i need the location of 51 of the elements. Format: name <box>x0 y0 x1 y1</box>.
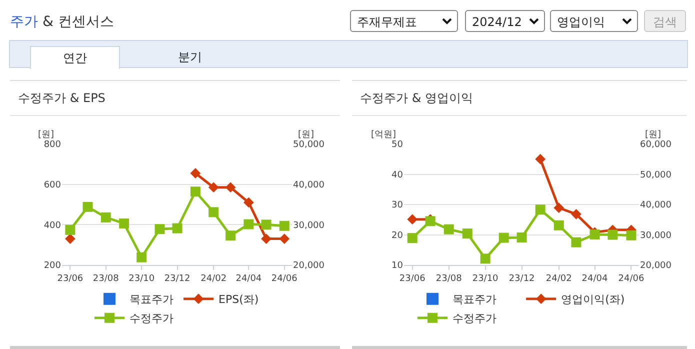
text: 영업이익 <box>557 15 605 29</box>
text: 연간 <box>30 46 120 69</box>
legend-label: 영업이익(좌) <box>561 293 625 306</box>
y2-tick-label: 20,000 <box>293 261 325 272</box>
y-tick-label: 10 <box>392 261 404 272</box>
x-tick-label: 23/12 <box>508 274 535 284</box>
text: 주재무제표 <box>357 15 417 29</box>
x-tick-label: 24/04 <box>236 274 262 284</box>
y2-tick-label: 50,000 <box>640 170 672 180</box>
x-tick-label: 24/04 <box>582 274 608 284</box>
x-tick-label: 24/02 <box>200 274 227 284</box>
y2-axis-title: [원] <box>645 130 662 140</box>
x-tick-label: 23/10 <box>128 274 155 284</box>
y-tick-label: 600 <box>44 180 62 190</box>
y2-tick-label: 20,000 <box>640 261 672 272</box>
x-tick-label: 23/08 <box>92 274 120 284</box>
x-tick-label: 24/02 <box>546 274 572 284</box>
text: 검색 <box>644 10 686 32</box>
y-tick-label: 400 <box>44 220 62 231</box>
y-tick-label: 40 <box>392 170 404 180</box>
chart-title: 수정주가 & EPS <box>10 81 340 116</box>
legend-label: 수정주가 <box>452 312 496 326</box>
x-tick-label: 23/06 <box>57 274 84 284</box>
legend-label: 수정주가 <box>130 312 174 326</box>
legend-label: EPS(좌) <box>218 293 259 306</box>
y2-tick-label: 30,000 <box>640 230 672 241</box>
y-axis-title: [원] <box>38 130 54 140</box>
text: 분기 <box>177 49 203 66</box>
y2-tick-label: 40,000 <box>640 200 672 211</box>
chart-title: 수정주가 & 영업이익 <box>352 81 687 116</box>
y-tick-label: 20 <box>392 230 404 241</box>
y-tick-label: 200 <box>44 261 62 272</box>
x-tick-label: 23/06 <box>399 274 426 284</box>
legend-label: 목표주가 <box>130 293 174 306</box>
text: 2024/12 <box>472 15 522 29</box>
y2-axis-title: [원] <box>298 130 314 140</box>
y-axis-title: [억원] <box>371 130 396 140</box>
y-tick-label: 30 <box>392 200 404 211</box>
x-tick-label: 23/12 <box>164 274 190 284</box>
text: 주가 & 컨센서스 <box>10 13 114 31</box>
y2-tick-label: 30,000 <box>293 220 325 231</box>
x-tick-label: 23/10 <box>472 274 499 284</box>
y-tick-label: 800 <box>44 140 62 150</box>
x-tick-label: 24/06 <box>618 274 644 284</box>
x-tick-label: 23/08 <box>436 274 462 284</box>
y-tick-label: 50 <box>392 140 404 150</box>
y2-tick-label: 60,000 <box>640 140 672 150</box>
legend-label: 목표주가 <box>452 293 496 306</box>
y2-tick-label: 40,000 <box>293 180 325 190</box>
y2-tick-label: 50,000 <box>293 140 325 150</box>
x-tick-label: 24/06 <box>271 274 298 284</box>
